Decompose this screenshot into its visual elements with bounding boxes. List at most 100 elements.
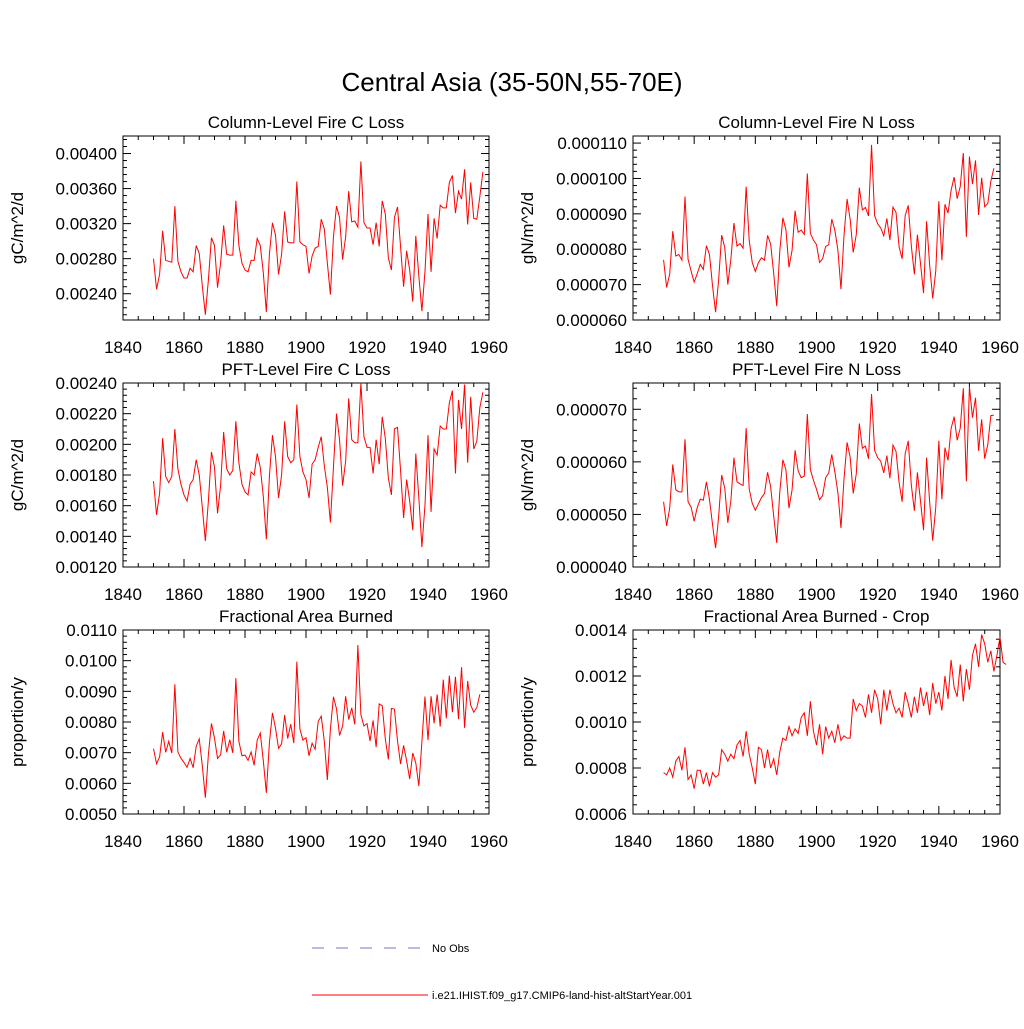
series-line xyxy=(153,645,481,798)
plot-frame xyxy=(122,382,490,568)
figure-title: Central Asia (35-50N,55-70E) xyxy=(341,67,682,97)
y-axis-label: proportion/y xyxy=(8,677,27,767)
chart-panel-4: PFT-Level Fire N Loss gN/m^2/d 1840 1860 188… xyxy=(518,360,1019,604)
x-tick-label: 1940 xyxy=(920,832,958,851)
y-tick-label: 0.000060 xyxy=(556,453,627,472)
chart-panel-3: PFT-Level Fire C Loss gC/m^2/d 1840 1860 188… xyxy=(8,360,508,604)
x-tick-label: 1960 xyxy=(981,832,1019,851)
y-axis-label: gC/m^2/d xyxy=(8,439,27,511)
series-line xyxy=(663,144,995,313)
x-tick-label: 1860 xyxy=(165,585,203,604)
legend-item-model-run: i.e21.IHIST.f09_g17.CMIP6-land-hist-altS… xyxy=(312,990,692,1002)
y-tick-label: 0.00160 xyxy=(56,497,117,516)
x-tick-label: 1900 xyxy=(287,585,325,604)
y-tick-label: 0.000060 xyxy=(556,311,627,330)
x-tick-label: 1920 xyxy=(859,338,897,357)
x-tick-label: 1880 xyxy=(226,338,264,357)
y-tick-label: 0.00240 xyxy=(56,374,117,393)
y-tick-label: 0.000110 xyxy=(557,134,627,153)
x-tick-label: 1880 xyxy=(736,585,774,604)
y-tick-label: 0.000090 xyxy=(556,205,627,224)
y-axis-label: gN/m^2/d xyxy=(518,439,537,511)
x-tick-label: 1840 xyxy=(614,832,652,851)
legend-label-no-obs: No Obs xyxy=(432,943,470,955)
y-tick-label: 0.00400 xyxy=(56,145,117,164)
plot-frame xyxy=(632,382,1001,568)
chart-panel-2: Column-Level Fire N Loss gN/m^2/d 1840 1860… xyxy=(518,113,1019,357)
y-tick-label: 0.0050 xyxy=(65,805,117,824)
chart-title: Column-Level Fire C Loss xyxy=(208,113,405,132)
y-tick-label: 0.00200 xyxy=(56,435,117,454)
chart-title: Fractional Area Burned - Crop xyxy=(704,607,930,626)
chart-panel-5: Fractional Area Burned proportion/y 1840 18… xyxy=(8,607,508,851)
y-tick-label: 0.000080 xyxy=(556,240,627,259)
x-tick-label: 1860 xyxy=(675,585,713,604)
y-tick-label: 0.000050 xyxy=(556,505,627,524)
series-line xyxy=(153,161,484,315)
x-tick-label: 1960 xyxy=(981,585,1019,604)
x-tick-label: 1920 xyxy=(348,338,386,357)
legend-item-no-obs: No Obs xyxy=(312,943,470,955)
y-tick-label: 0.0100 xyxy=(65,652,117,671)
chart-panel-6: Fractional Area Burned - Crop proportion/… xyxy=(518,607,1019,851)
legend: No Obs i.e21.IHIST.f09_g17.CMIP6-land-hi… xyxy=(312,943,692,1002)
x-tick-label: 1860 xyxy=(165,832,203,851)
y-tick-label: 0.0012 xyxy=(575,667,627,686)
x-tick-label: 1960 xyxy=(470,585,508,604)
y-tick-label: 0.00120 xyxy=(56,558,117,577)
x-tick-label: 1920 xyxy=(859,585,897,604)
chart-title: Fractional Area Burned xyxy=(219,607,393,626)
x-tick-label: 1960 xyxy=(470,832,508,851)
y-tick-label: 0.0060 xyxy=(65,774,117,793)
x-tick-label: 1840 xyxy=(614,585,652,604)
y-tick-label: 0.00140 xyxy=(56,527,117,546)
x-tick-label: 1940 xyxy=(409,832,447,851)
chart-title: PFT-Level Fire N Loss xyxy=(732,360,901,379)
y-tick-label: 0.000100 xyxy=(556,169,627,188)
x-tick-label: 1900 xyxy=(798,585,836,604)
x-tick-label: 1840 xyxy=(104,338,142,357)
y-tick-label: 0.00280 xyxy=(56,250,117,269)
x-tick-label: 1880 xyxy=(736,832,774,851)
x-tick-label: 1860 xyxy=(165,338,203,357)
y-tick-label: 0.0110 xyxy=(66,621,117,640)
plot-frame xyxy=(632,135,1001,321)
x-tick-label: 1860 xyxy=(675,832,713,851)
x-tick-label: 1840 xyxy=(614,338,652,357)
x-tick-label: 1920 xyxy=(348,832,386,851)
y-tick-label: 0.00360 xyxy=(56,180,117,199)
series-line xyxy=(663,634,1007,789)
y-tick-label: 0.000040 xyxy=(556,558,627,577)
y-tick-label: 0.00320 xyxy=(56,215,117,234)
chart-panel-1: Column-Level Fire C Loss gC/m^2/d 1840 1860… xyxy=(8,113,508,357)
x-tick-label: 1920 xyxy=(348,585,386,604)
y-tick-label: 0.00220 xyxy=(56,405,117,424)
x-tick-label: 1900 xyxy=(798,832,836,851)
x-tick-label: 1940 xyxy=(409,585,447,604)
x-tick-label: 1940 xyxy=(409,338,447,357)
x-tick-label: 1840 xyxy=(104,832,142,851)
x-tick-label: 1900 xyxy=(287,338,325,357)
y-axis-label: gN/m^2/d xyxy=(518,192,537,264)
y-tick-label: 0.0080 xyxy=(65,713,117,732)
x-tick-label: 1960 xyxy=(981,338,1019,357)
x-tick-label: 1920 xyxy=(859,832,897,851)
series-line xyxy=(663,386,994,549)
y-tick-label: 0.0090 xyxy=(65,682,117,701)
y-tick-label: 0.000070 xyxy=(556,400,627,419)
plot-frame xyxy=(122,135,490,321)
x-tick-label: 1880 xyxy=(226,585,264,604)
x-tick-label: 1900 xyxy=(798,338,836,357)
y-axis-label: gC/m^2/d xyxy=(8,192,27,264)
x-tick-label: 1900 xyxy=(287,832,325,851)
chart-title: PFT-Level Fire C Loss xyxy=(221,360,390,379)
x-tick-label: 1840 xyxy=(104,585,142,604)
y-axis-label: proportion/y xyxy=(518,677,537,767)
x-tick-label: 1880 xyxy=(226,832,264,851)
plot-frame xyxy=(632,629,1001,815)
y-tick-label: 0.0014 xyxy=(575,621,627,640)
y-tick-label: 0.0070 xyxy=(65,744,117,763)
chart-title: Column-Level Fire N Loss xyxy=(718,113,915,132)
